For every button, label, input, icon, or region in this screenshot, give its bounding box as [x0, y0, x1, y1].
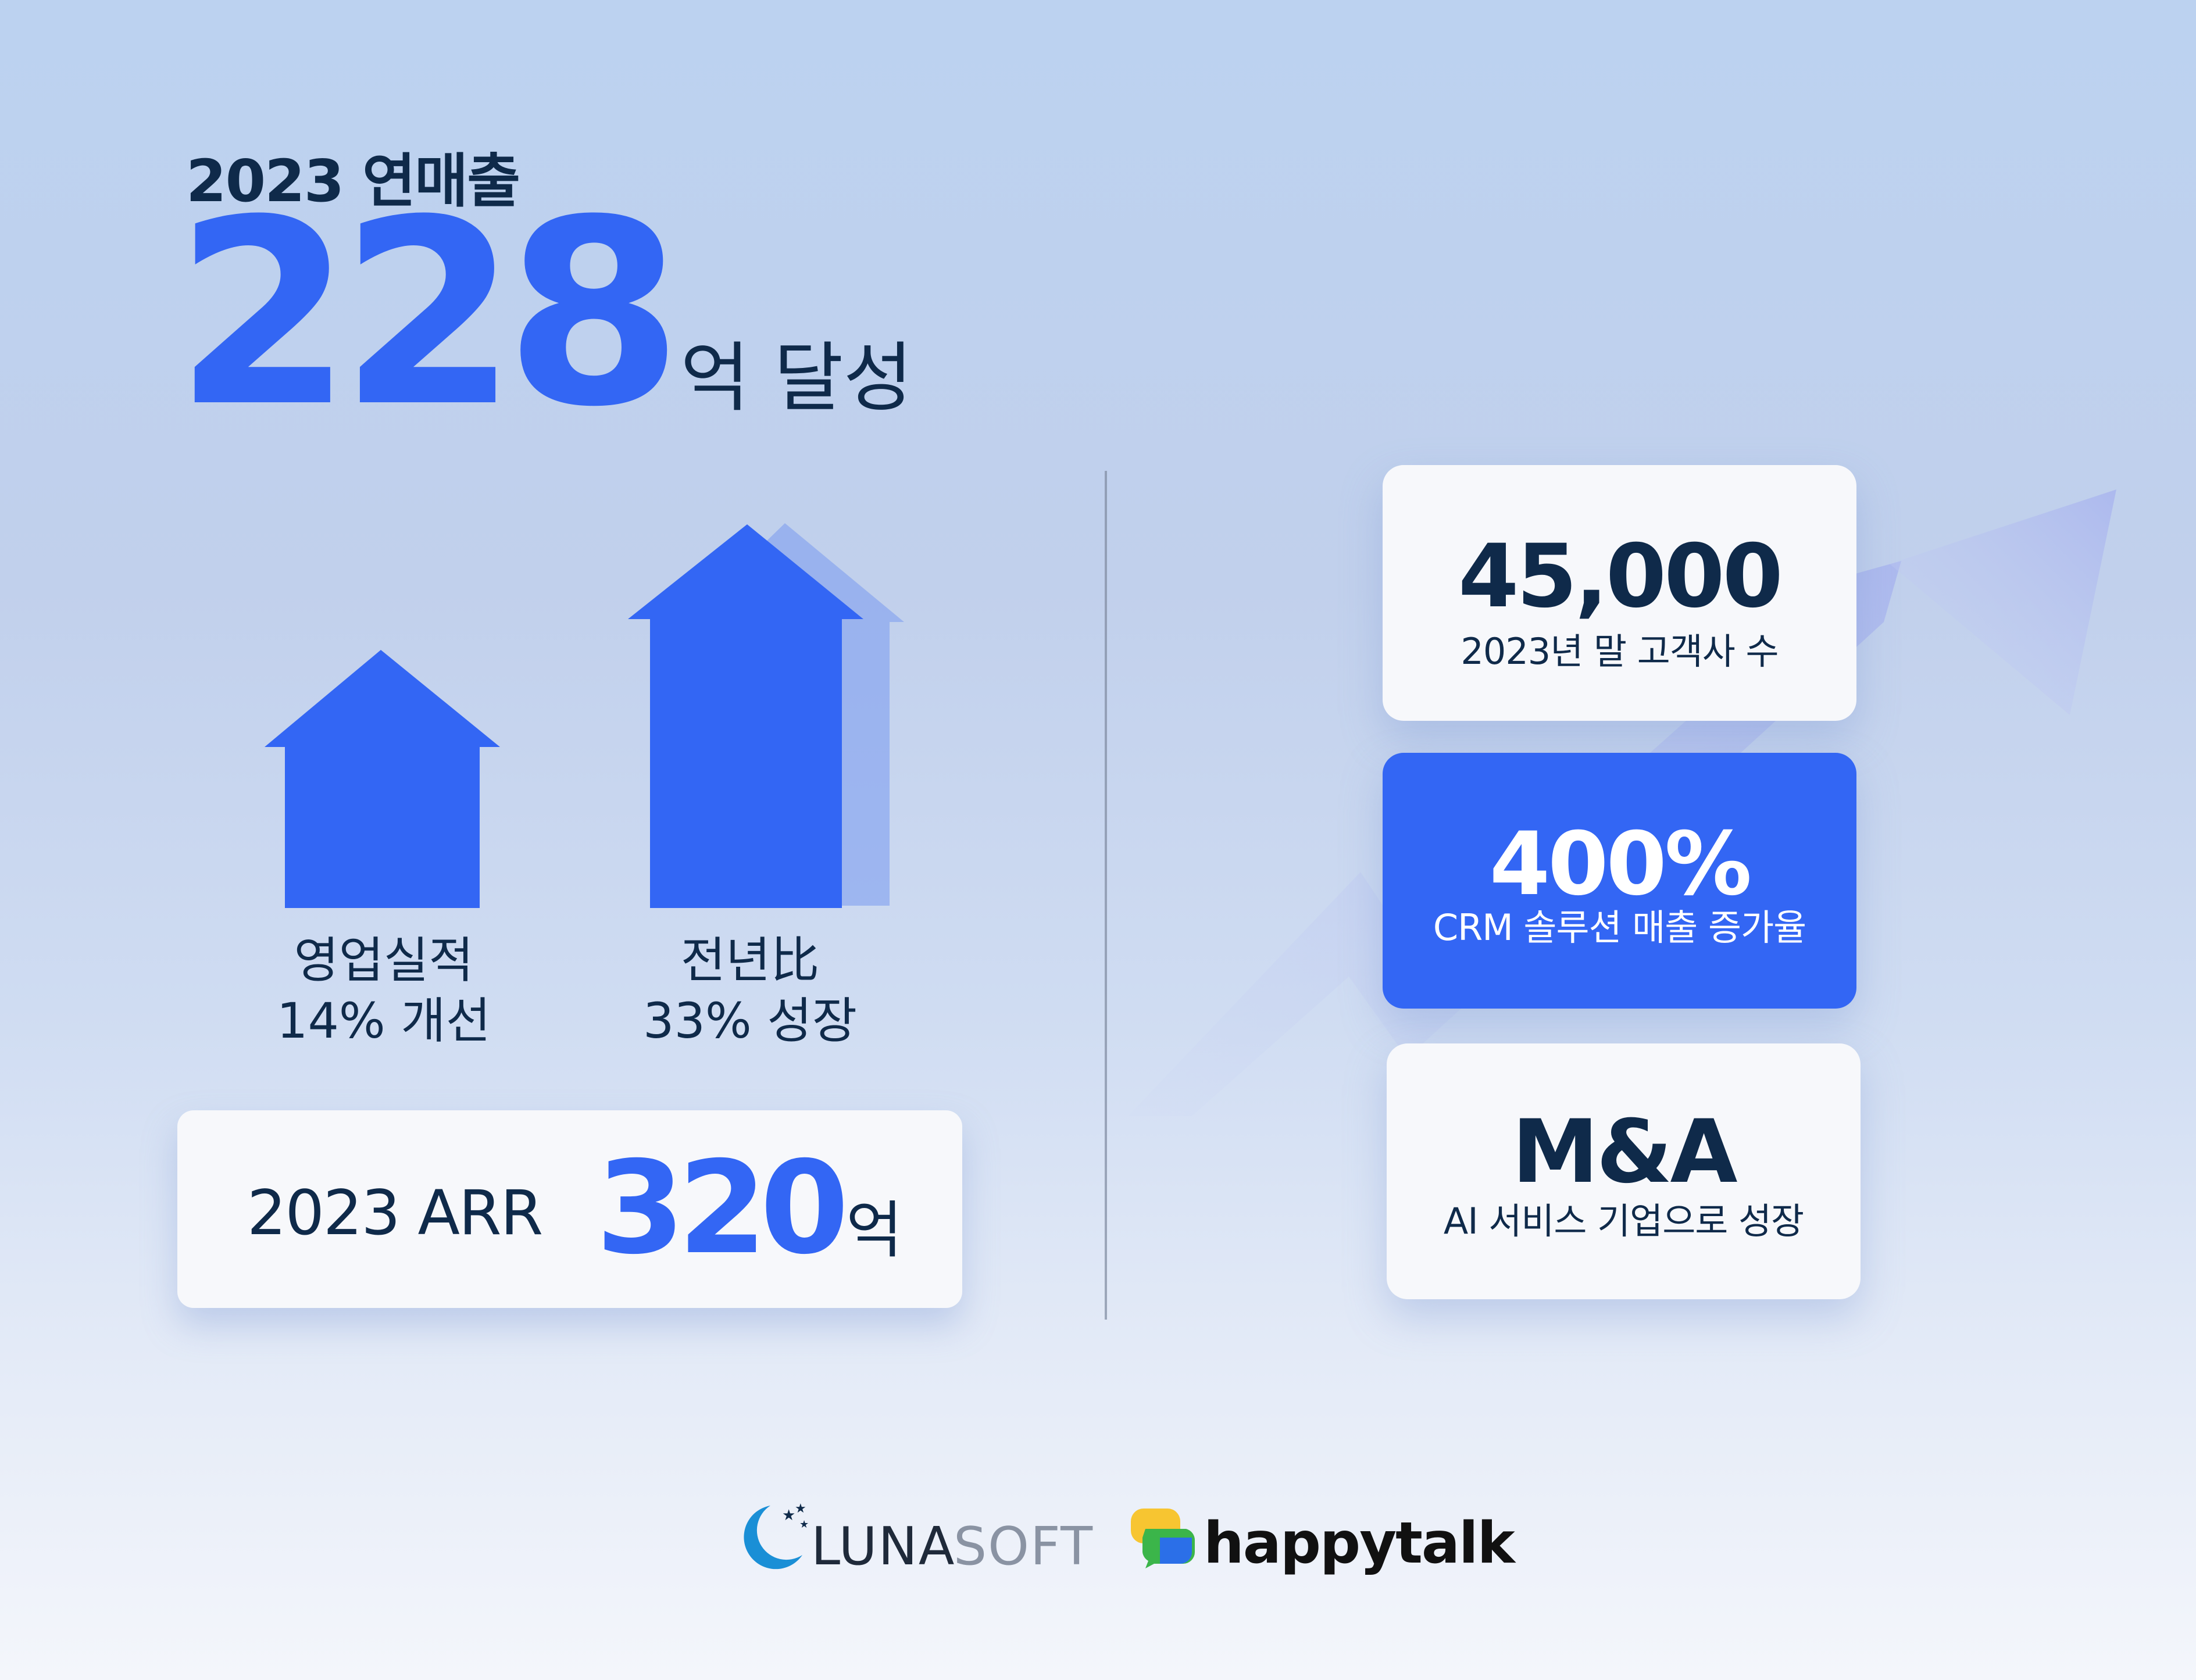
arr-unit: 억 [846, 1195, 903, 1266]
arr-card: 2023 ARR 320 억 [177, 1110, 962, 1308]
headline-subtitle: 2023 연매출 [186, 147, 520, 215]
bar-label-line2: 14% 개선 [277, 992, 491, 1049]
bar-yoy-growth [628, 523, 904, 908]
arr-value: 320 [596, 1134, 849, 1282]
svg-text:★: ★ [799, 1518, 809, 1531]
bar-label-yoy-growth: 전년比 33% 성장 [610, 930, 890, 1051]
happytalk-logo: happytalk [1128, 1500, 1515, 1581]
crescent-moon-icon: ★ ★ ★ [744, 1502, 809, 1570]
headline-revenue-value: 228 [174, 165, 683, 463]
bar-label-line2: 33% 성장 [643, 992, 857, 1049]
bar-label-operating-profit: 영업실적 14% 개선 [244, 930, 523, 1051]
stat-caption: CRM 솔루션 매출 증가율 [1433, 906, 1806, 949]
vertical-divider [1105, 471, 1107, 1320]
svg-text:★: ★ [795, 1502, 806, 1516]
stat-value: 400% [1489, 814, 1752, 915]
svg-text:★: ★ [782, 1507, 795, 1524]
bar-label-line1: 전년比 [680, 932, 820, 989]
growth-arrow-graphic [1128, 489, 2116, 1116]
stat-card-customers: 45,000 2023년 말 고객사 수 [1383, 465, 1856, 721]
headline-unit: 억 달성 [680, 334, 913, 422]
stat-card-mna: M&A AI 서비스 기업으로 성장 [1387, 1043, 1861, 1299]
stat-value: M&A [1512, 1102, 1737, 1203]
bar-operating-profit [265, 650, 500, 908]
speech-bubble-icon [1131, 1509, 1195, 1568]
stat-value: 45,000 [1458, 526, 1783, 627]
stat-caption: 2023년 말 고객사 수 [1461, 630, 1779, 673]
lunasoft-wordmark-luna: LUNA [811, 1516, 956, 1577]
stat-caption: AI 서비스 기업으로 성장 [1443, 1200, 1804, 1242]
arr-label: 2023 ARR [247, 1177, 543, 1249]
lunasoft-wordmark-soft: SOFT [954, 1516, 1094, 1577]
happytalk-wordmark: happytalk [1204, 1510, 1515, 1577]
stat-card-crm-growth: 400% CRM 솔루션 매출 증가율 [1383, 753, 1856, 1009]
bar-label-line1: 영업실적 [294, 932, 474, 989]
lunasoft-logo: ★ ★ ★ LUNA SOFT [730, 1494, 1102, 1581]
